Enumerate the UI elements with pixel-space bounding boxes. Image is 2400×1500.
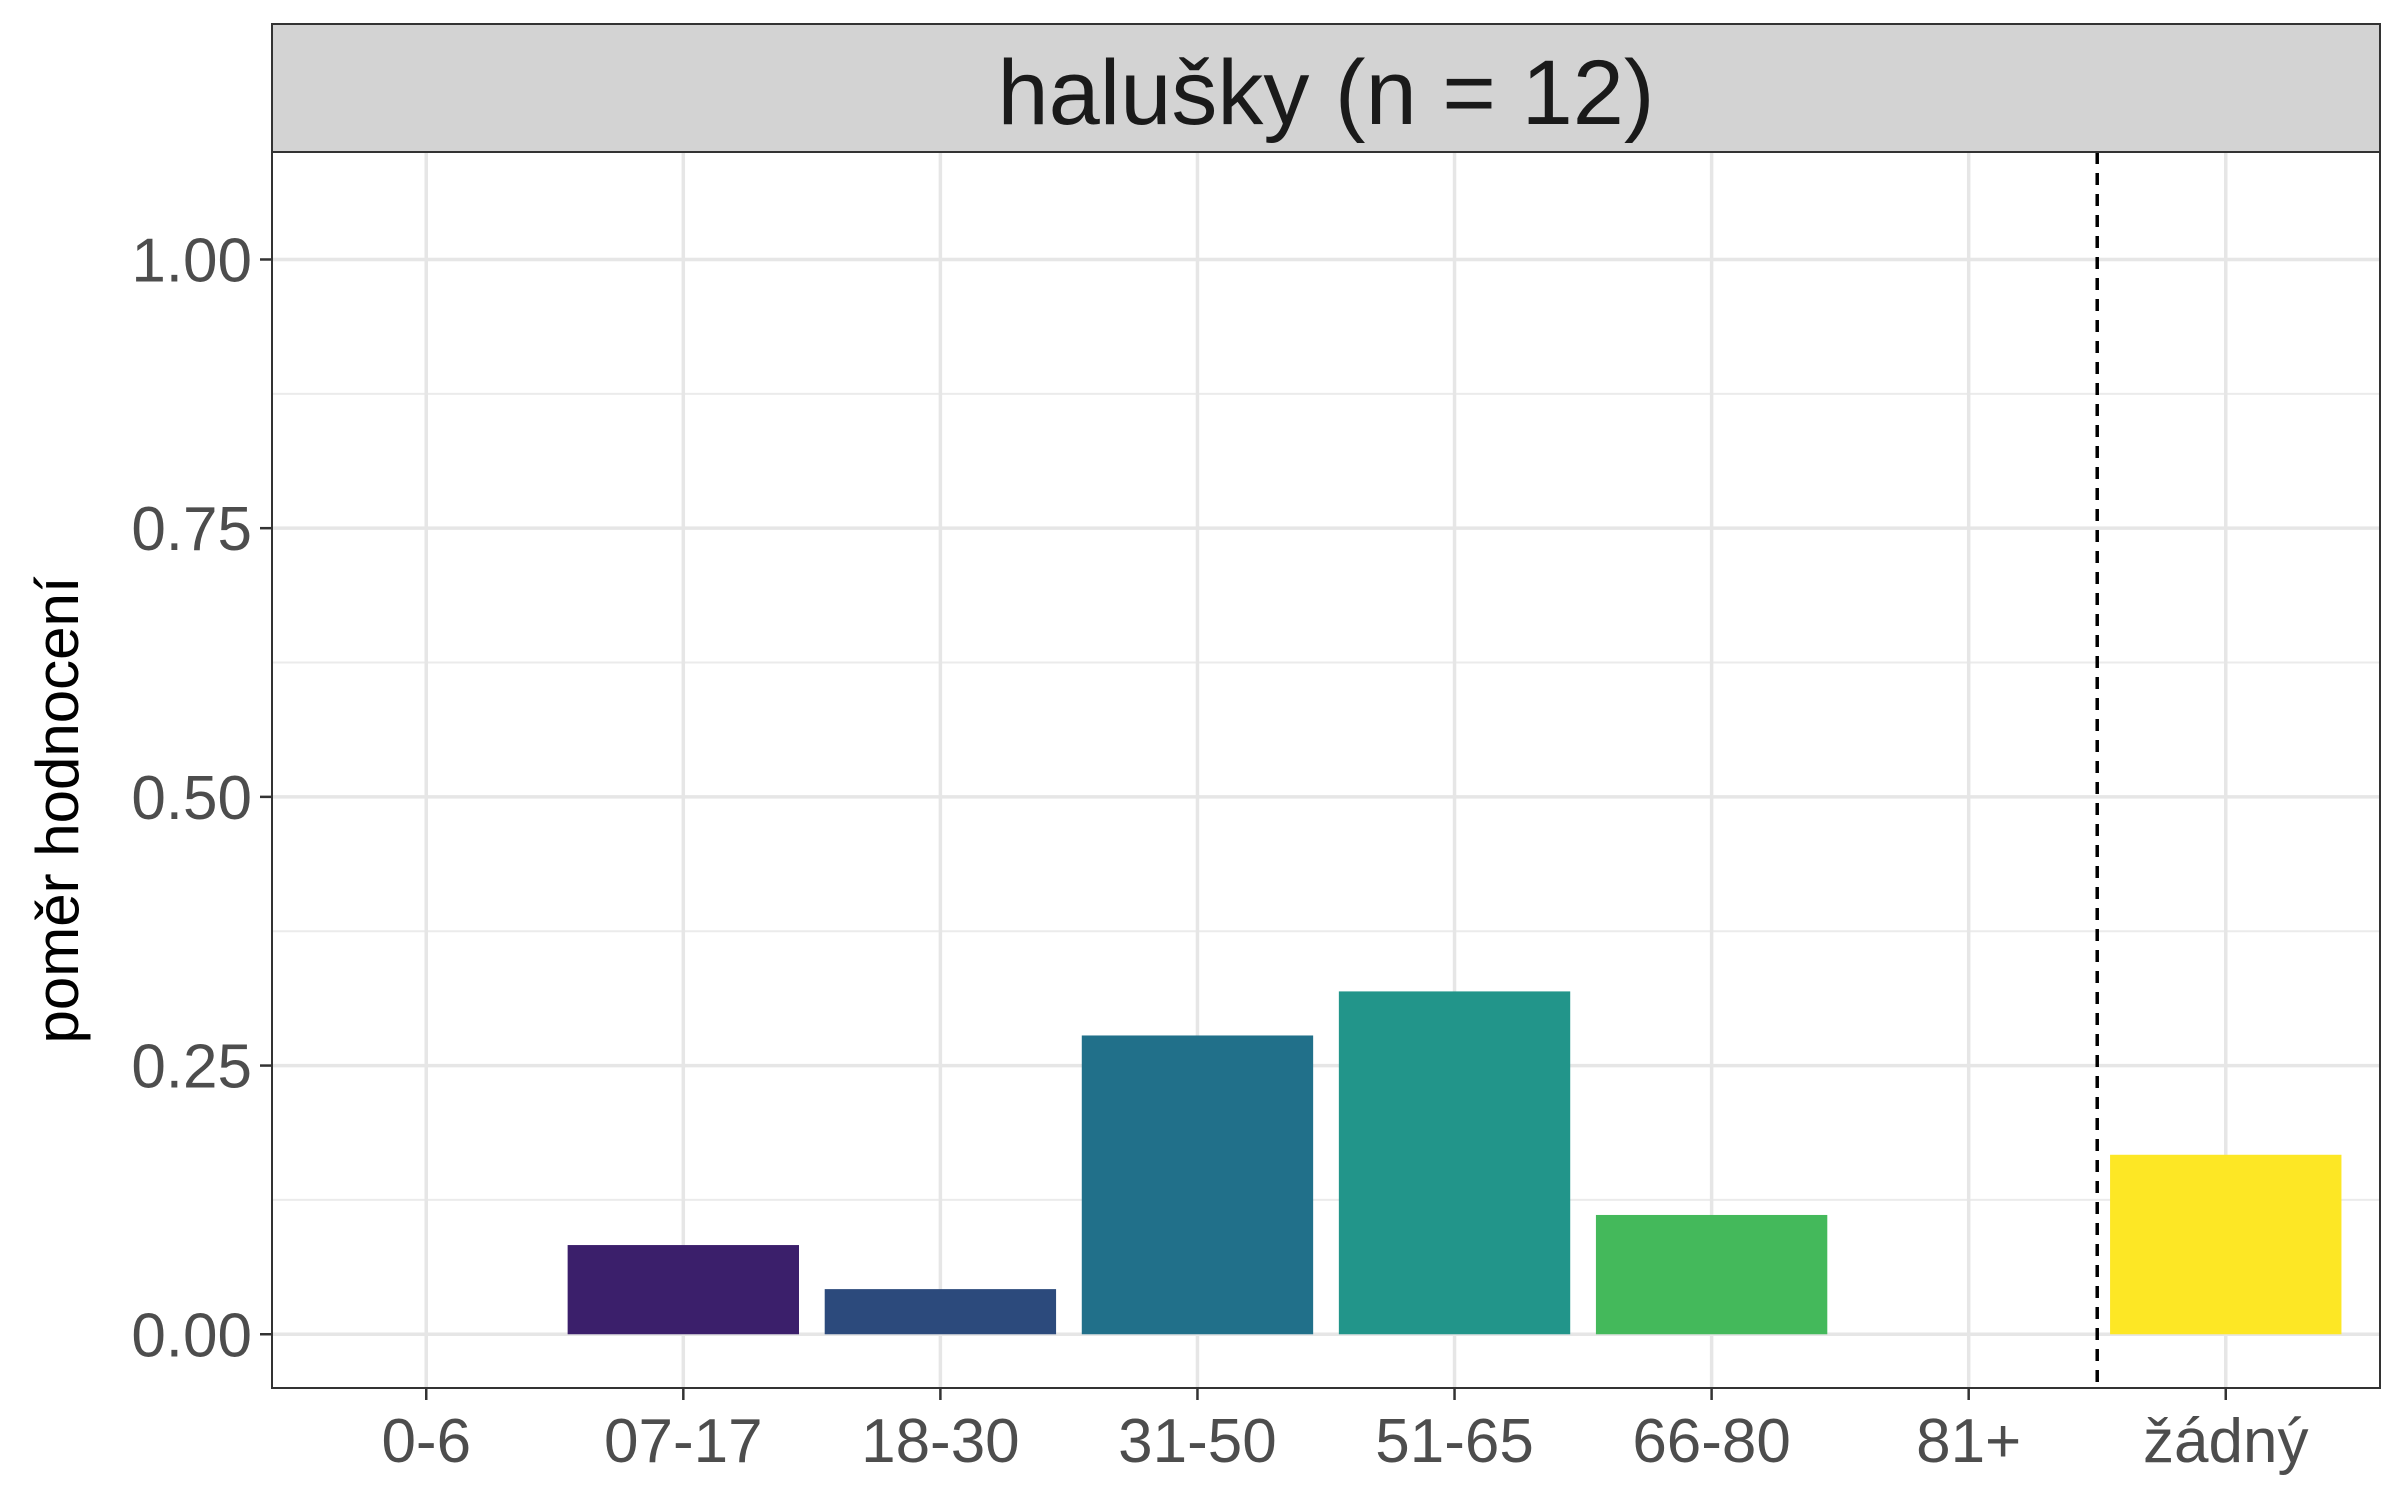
y-tick-label: 0.75 bbox=[131, 495, 252, 564]
facet-strip-title: halušky (n = 12) bbox=[997, 42, 1654, 144]
bar-žádný bbox=[2110, 1154, 2342, 1335]
y-tick-label: 0.25 bbox=[131, 1033, 252, 1102]
y-tick-label: 0.00 bbox=[131, 1301, 252, 1370]
y-tick-label: 1.00 bbox=[131, 226, 252, 295]
bar-66-80 bbox=[1595, 1214, 1828, 1335]
x-tick-label: 07-17 bbox=[604, 1407, 763, 1476]
bar-51-65 bbox=[1338, 991, 1571, 1335]
x-tick-label: 51-65 bbox=[1375, 1407, 1534, 1476]
bar-07-17 bbox=[567, 1245, 799, 1335]
x-tick-label: 0-6 bbox=[381, 1407, 471, 1476]
grid-layer bbox=[272, 152, 2380, 1388]
x-tick-label: 81+ bbox=[1916, 1407, 2021, 1476]
bar-18-30 bbox=[824, 1289, 1057, 1335]
x-tick-label: 18-30 bbox=[861, 1407, 1020, 1476]
x-tick-label: 66-80 bbox=[1632, 1407, 1791, 1476]
bar-31-50 bbox=[1081, 1035, 1314, 1335]
y-tick-label: 0.50 bbox=[131, 764, 252, 833]
bars-layer bbox=[567, 152, 2342, 1388]
y-axis-title: poměr hodnocení bbox=[24, 576, 91, 1043]
x-tick-label: 31-50 bbox=[1118, 1407, 1277, 1476]
facet-strip bbox=[271, 23, 2381, 153]
ticks-layer: 0.00 0.25 0.50 0.75 1.00 0-6 07-17 18-30 31-50 51… bbox=[131, 226, 2308, 1476]
x-tick-label: žádný bbox=[2143, 1407, 2308, 1476]
panel-border bbox=[271, 151, 2381, 1389]
